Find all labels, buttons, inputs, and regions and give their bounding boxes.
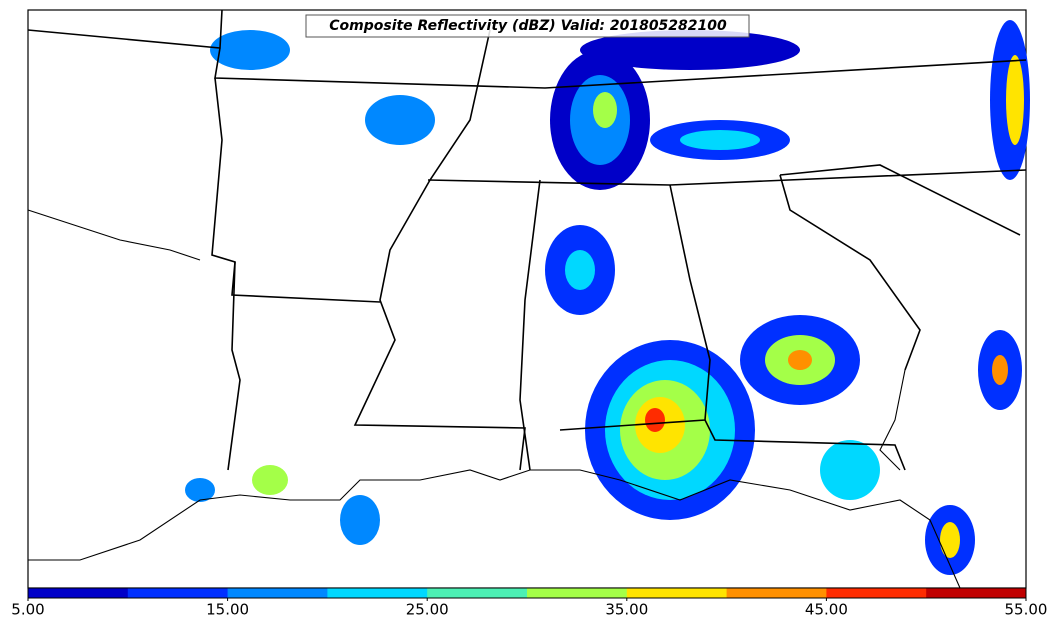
- colorbar-bin: [527, 588, 628, 598]
- colorbar-tick-label: 35.00: [605, 601, 648, 619]
- colorbar-tick-label: 25.00: [406, 601, 449, 619]
- colorbar-tick-label: 45.00: [805, 601, 848, 619]
- colorbar-tick-label: 15.00: [206, 601, 249, 619]
- colorbar-bin: [726, 588, 827, 598]
- colorbar-bin: [427, 588, 528, 598]
- colorbar-bin: [826, 588, 927, 598]
- title-box: [305, 14, 750, 38]
- reflectivity: [185, 20, 1030, 575]
- colorbar-bin: [28, 588, 129, 598]
- colorbar-bin: [227, 588, 328, 598]
- colorbar-bin: [127, 588, 229, 598]
- boundaries: [27, 9, 1027, 589]
- map-title: Composite Reflectivity (dBZ) Valid: 2018…: [329, 18, 727, 34]
- colorbar-tick-label: 5.00: [11, 601, 44, 619]
- colorbar-bin: [926, 588, 1027, 598]
- colorbar-bin: [626, 588, 728, 598]
- colorbar-frame: [27, 587, 1027, 599]
- colorbar-bin: [327, 588, 428, 598]
- map-frame: [27, 9, 1027, 589]
- colorbar-tick-label: 55.00: [1005, 601, 1048, 619]
